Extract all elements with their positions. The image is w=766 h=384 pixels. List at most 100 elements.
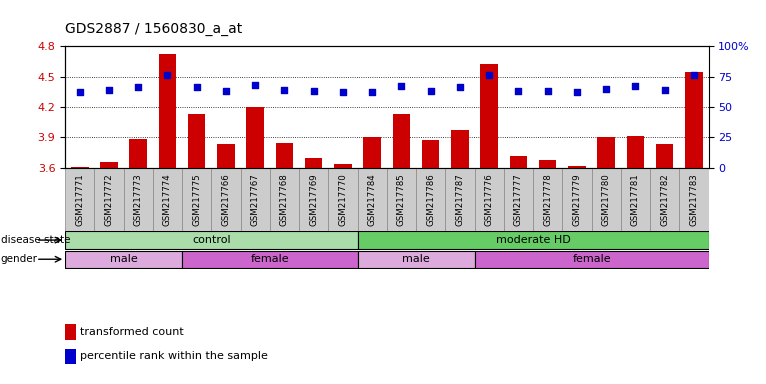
Point	[103, 87, 115, 93]
FancyBboxPatch shape	[679, 168, 709, 230]
FancyBboxPatch shape	[445, 168, 475, 230]
Bar	[539, 160, 556, 168]
Point	[424, 88, 437, 94]
Point	[162, 72, 174, 78]
Bar	[100, 162, 118, 168]
Point	[542, 88, 554, 94]
Bar	[247, 107, 264, 168]
Bar	[363, 137, 381, 168]
Bar	[188, 114, 205, 168]
Point	[191, 84, 203, 91]
Text: male: male	[110, 254, 137, 264]
Bar	[509, 156, 527, 168]
Text: GSM217784: GSM217784	[368, 173, 377, 226]
Text: moderate HD: moderate HD	[496, 235, 571, 245]
FancyBboxPatch shape	[358, 168, 387, 230]
Text: GSM217787: GSM217787	[456, 173, 464, 226]
FancyBboxPatch shape	[358, 251, 475, 268]
Point	[74, 89, 86, 96]
Text: GSM217766: GSM217766	[221, 173, 231, 226]
Bar	[685, 73, 702, 168]
FancyBboxPatch shape	[533, 168, 562, 230]
Point	[308, 88, 320, 94]
Text: GSM217782: GSM217782	[660, 173, 669, 226]
FancyBboxPatch shape	[329, 168, 358, 230]
Text: GDS2887 / 1560830_a_at: GDS2887 / 1560830_a_at	[65, 23, 242, 36]
Point	[249, 82, 261, 88]
FancyBboxPatch shape	[475, 168, 504, 230]
FancyBboxPatch shape	[591, 168, 620, 230]
Text: GSM217775: GSM217775	[192, 173, 201, 226]
Text: GSM217770: GSM217770	[339, 173, 348, 226]
Text: GSM217771: GSM217771	[75, 173, 84, 226]
FancyBboxPatch shape	[153, 168, 182, 230]
Bar	[597, 137, 615, 168]
Bar	[218, 144, 234, 168]
FancyBboxPatch shape	[94, 168, 123, 230]
FancyBboxPatch shape	[620, 168, 650, 230]
Text: GSM217776: GSM217776	[485, 173, 494, 226]
FancyBboxPatch shape	[241, 168, 270, 230]
Text: gender: gender	[1, 254, 38, 264]
Bar	[129, 139, 147, 168]
Text: GSM217779: GSM217779	[572, 173, 581, 225]
Point	[483, 72, 496, 78]
Text: GSM217773: GSM217773	[134, 173, 142, 226]
Bar	[568, 166, 586, 168]
FancyBboxPatch shape	[65, 251, 182, 268]
FancyBboxPatch shape	[650, 168, 679, 230]
Point	[395, 83, 408, 89]
Point	[453, 84, 466, 91]
FancyBboxPatch shape	[182, 251, 358, 268]
Point	[630, 83, 642, 89]
Bar	[480, 65, 498, 168]
Bar	[393, 114, 411, 168]
Point	[132, 84, 144, 91]
FancyBboxPatch shape	[270, 168, 299, 230]
FancyBboxPatch shape	[504, 168, 533, 230]
FancyBboxPatch shape	[387, 168, 416, 230]
Text: GSM217786: GSM217786	[426, 173, 435, 226]
Bar	[334, 164, 352, 168]
FancyBboxPatch shape	[475, 251, 709, 268]
Text: GSM217781: GSM217781	[631, 173, 640, 226]
Point	[278, 87, 290, 93]
Bar	[451, 130, 469, 168]
Text: GSM217783: GSM217783	[689, 173, 699, 226]
Point	[600, 86, 612, 92]
Bar	[305, 158, 322, 168]
Bar	[276, 142, 293, 168]
Text: GSM217778: GSM217778	[543, 173, 552, 226]
FancyBboxPatch shape	[65, 232, 358, 249]
Text: GSM217780: GSM217780	[601, 173, 611, 226]
FancyBboxPatch shape	[182, 168, 211, 230]
FancyBboxPatch shape	[211, 168, 241, 230]
FancyBboxPatch shape	[123, 168, 153, 230]
Text: female: female	[572, 254, 611, 264]
Text: percentile rank within the sample: percentile rank within the sample	[80, 351, 267, 361]
Point	[366, 89, 378, 96]
Text: GSM217767: GSM217767	[250, 173, 260, 226]
Point	[512, 88, 525, 94]
Point	[571, 89, 583, 96]
FancyBboxPatch shape	[416, 168, 445, 230]
Point	[337, 89, 349, 96]
Text: female: female	[250, 254, 289, 264]
Text: GSM217774: GSM217774	[163, 173, 172, 226]
Text: GSM217777: GSM217777	[514, 173, 523, 226]
Text: transformed count: transformed count	[80, 327, 183, 337]
Point	[220, 88, 232, 94]
Text: GSM217772: GSM217772	[104, 173, 113, 226]
Bar	[656, 144, 673, 168]
Text: disease state: disease state	[1, 235, 70, 245]
Bar	[159, 54, 176, 168]
Text: GSM217768: GSM217768	[280, 173, 289, 226]
Text: male: male	[402, 254, 430, 264]
Text: GSM217785: GSM217785	[397, 173, 406, 226]
FancyBboxPatch shape	[562, 168, 591, 230]
Bar	[627, 136, 644, 168]
Text: control: control	[192, 235, 231, 245]
Bar	[422, 141, 440, 168]
FancyBboxPatch shape	[65, 168, 94, 230]
Point	[688, 72, 700, 78]
